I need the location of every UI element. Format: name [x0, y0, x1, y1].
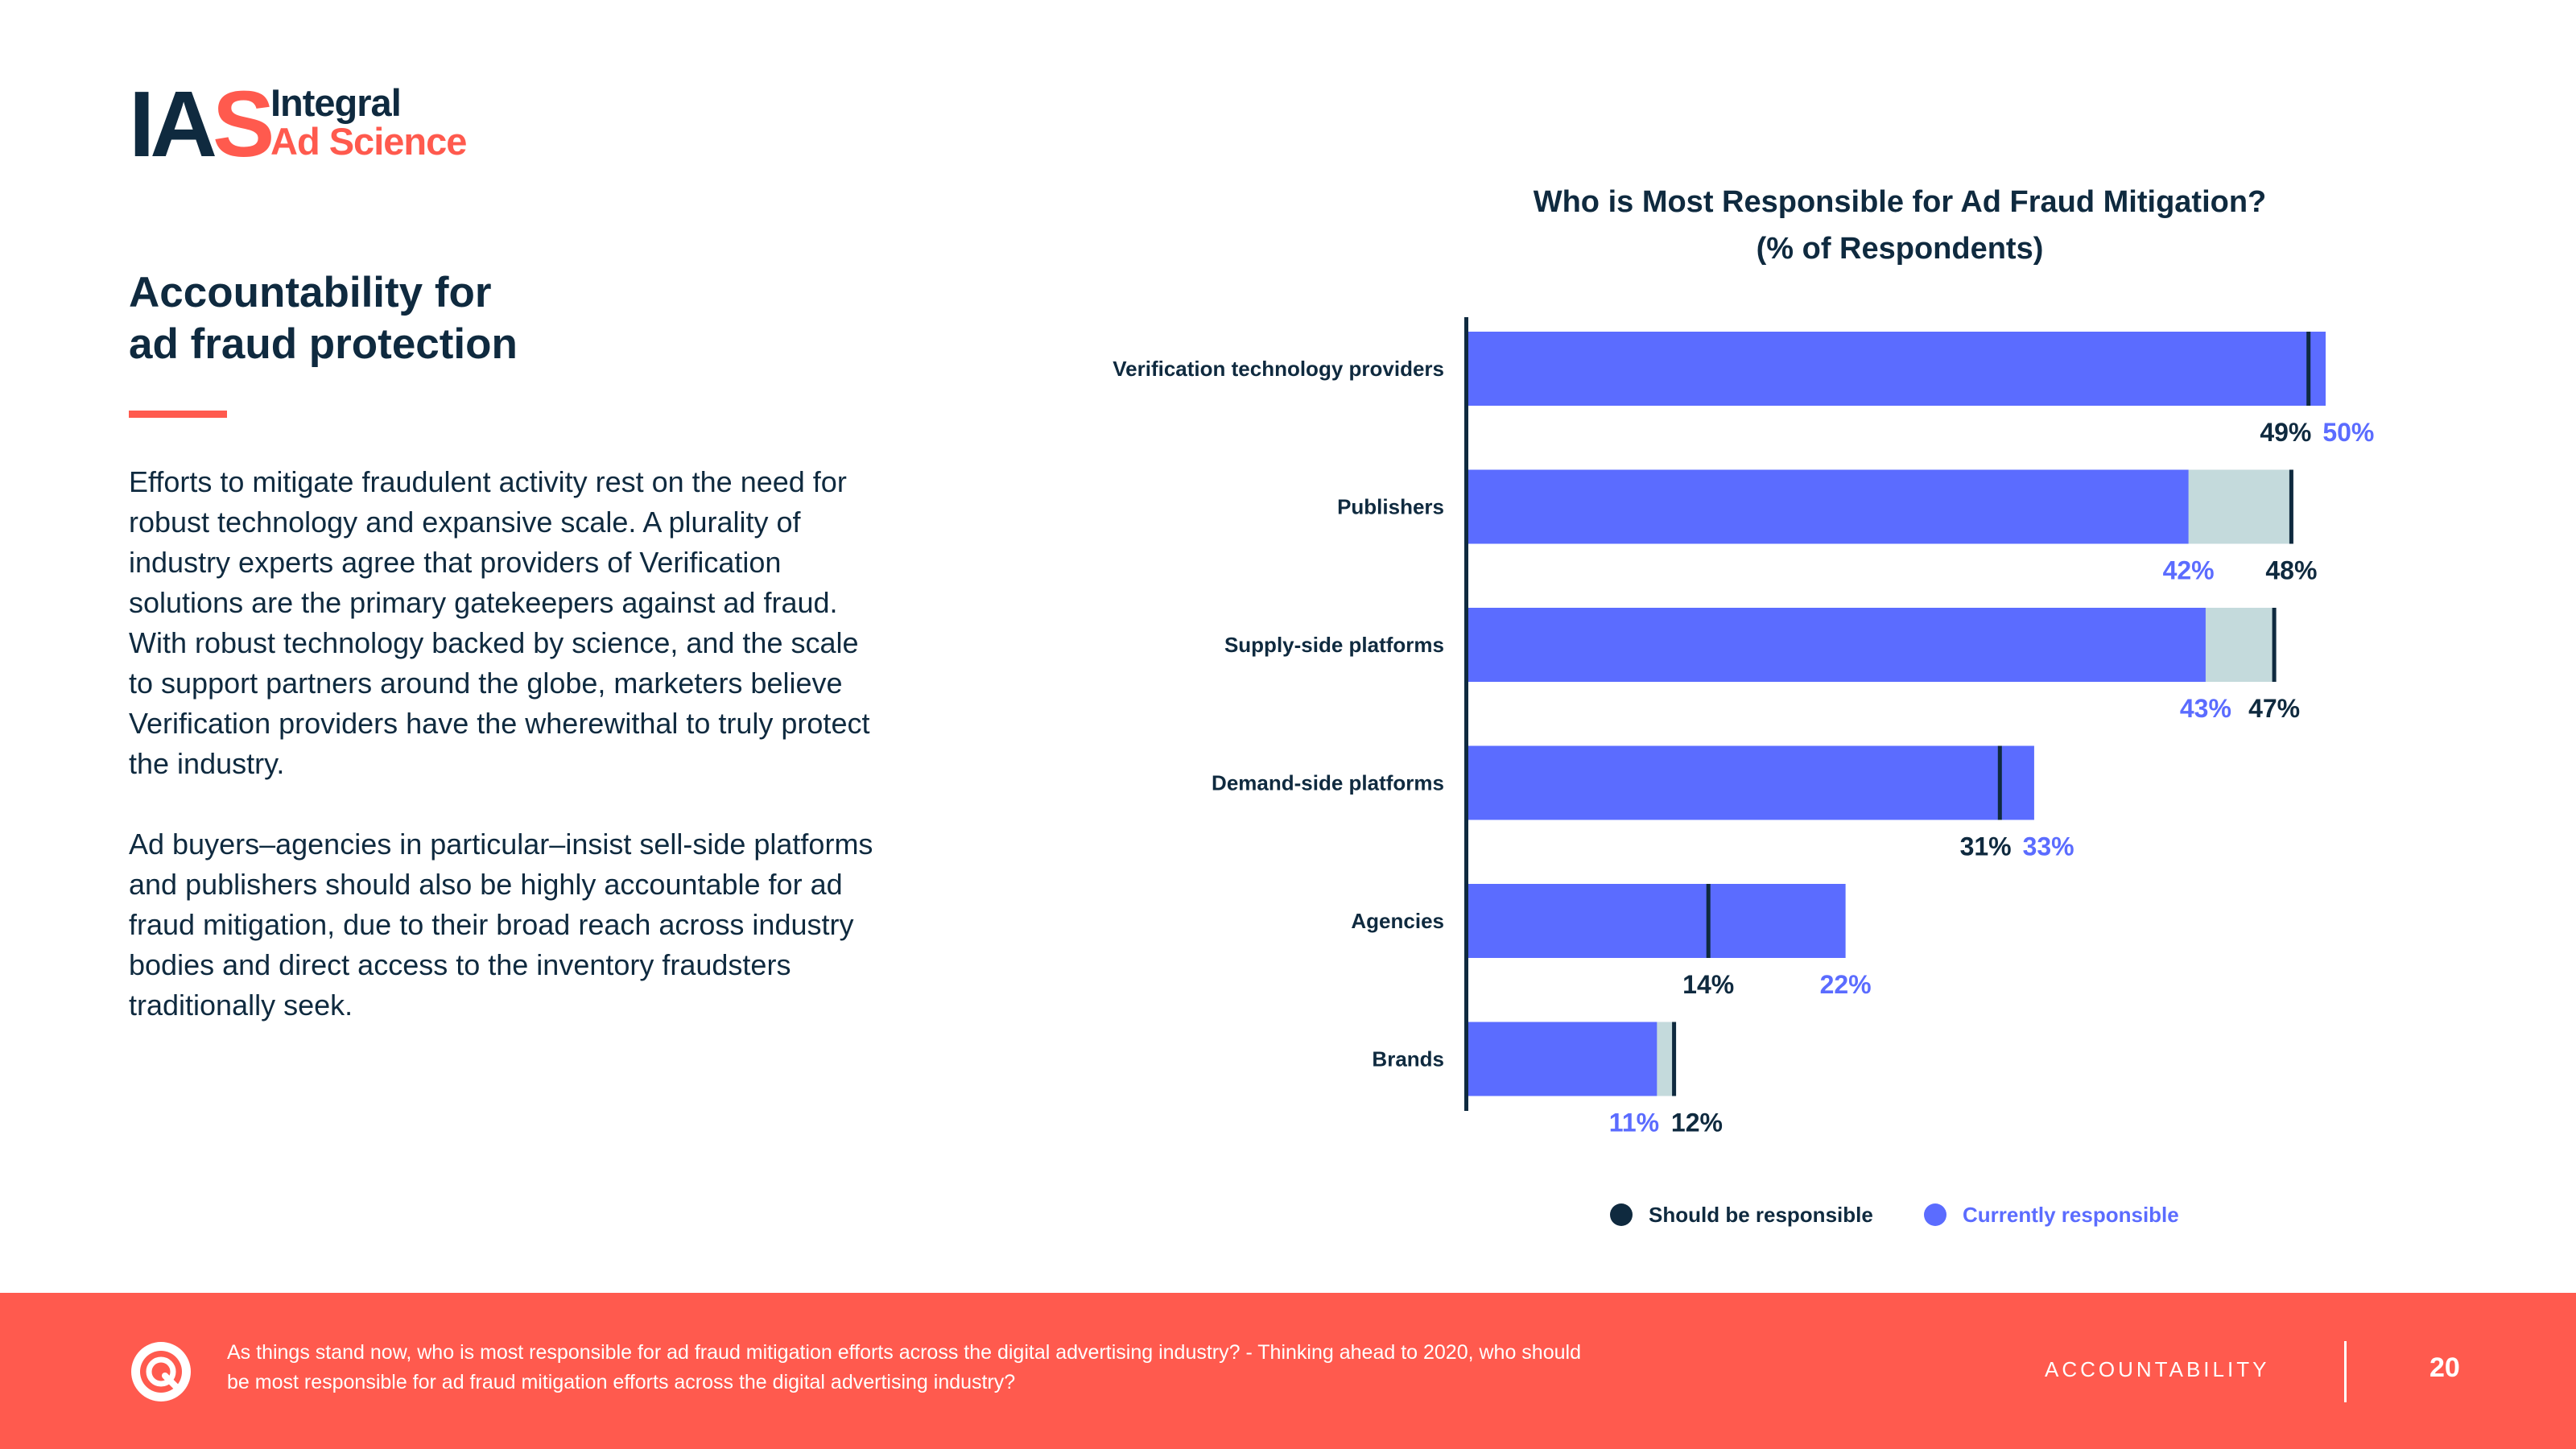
category-label-4: Agencies: [1351, 909, 1444, 933]
bar-currently-2: [1468, 608, 2206, 682]
bar-currently-4: [1468, 884, 1846, 958]
chart-title-main: Who is Most Responsible for Ad Fraud Mit…: [1533, 185, 2267, 219]
ias-logo: IAS Integral Ad Science: [129, 77, 483, 171]
value-label-should-2: 47%: [2248, 694, 2300, 723]
value-label-currently-2: 43%: [2180, 694, 2231, 723]
marker-should-0: [2306, 332, 2311, 406]
title-underline: [129, 411, 227, 418]
value-label-currently-4: 22%: [1820, 970, 1872, 999]
legend-item-currently: Currently responsible: [1924, 1201, 2179, 1228]
legend-item-should: Should be responsible: [1610, 1201, 1873, 1228]
category-label-5: Brands: [1372, 1047, 1444, 1071]
footer-divider: [2344, 1341, 2347, 1402]
legend-dot-blue-icon: [1924, 1203, 1946, 1227]
page-title: Accountability for ad fraud protection: [129, 267, 692, 370]
value-label-currently-0: 50%: [2322, 418, 2374, 447]
logo-mark-red: S: [213, 72, 275, 176]
logo-wordmark: Integral Ad Science: [270, 81, 467, 163]
page-title-line-1: Accountability for: [129, 269, 492, 316]
category-label-1: Publishers: [1337, 495, 1444, 519]
page-number: 20: [2429, 1352, 2460, 1383]
chart-title-subtitle: (% of Respondents): [1756, 232, 2044, 266]
value-label-should-3: 31%: [1960, 832, 2012, 861]
footer-bar: As things stand now, who is most respons…: [0, 1293, 2576, 1449]
marker-should-5: [1672, 1022, 1677, 1096]
logo-mark: IAS: [129, 77, 275, 171]
value-label-should-5: 12%: [1671, 1108, 1723, 1137]
body-paragraph-1: Efforts to mitigate fraudulent activity …: [129, 465, 870, 780]
footer-section-label: ACCOUNTABILITY: [2045, 1357, 2270, 1381]
bar-currently-0: [1468, 332, 2326, 406]
y-axis-line: [1464, 317, 1468, 1111]
marker-should-4: [1706, 884, 1711, 958]
bar-currently-1: [1468, 469, 2189, 544]
footer-survey-question: As things stand now, who is most respons…: [227, 1341, 1581, 1393]
category-label-2: Supply-side platforms: [1224, 633, 1444, 657]
logo-line-2: Ad Science: [270, 120, 467, 163]
legend-label-should: Should be responsible: [1649, 1203, 1873, 1227]
value-label-currently-1: 42%: [2163, 556, 2215, 585]
responsibility-bar-chart: Verification technology providers 49% 50% P…: [1113, 317, 2374, 1137]
question-icon: [131, 1342, 191, 1402]
value-label-should-1: 48%: [2265, 556, 2317, 585]
value-label-currently-3: 33%: [2023, 832, 2074, 861]
page-title-line-2: ad fraud protection: [129, 320, 518, 368]
value-label-should-4: 14%: [1682, 970, 1734, 999]
logo-line-1: Integral: [270, 81, 402, 124]
marker-should-3: [1997, 745, 2002, 820]
category-label-0: Verification technology providers: [1113, 357, 1444, 381]
bar-currently-3: [1468, 745, 2034, 820]
chart-title: Who is Most Responsible for Ad Fraud Mit…: [1433, 179, 2367, 272]
marker-should-2: [2272, 608, 2277, 682]
value-label-currently-5: 11%: [1609, 1108, 1659, 1137]
marker-should-1: [2289, 469, 2293, 544]
logo-mark-dark: IA: [129, 72, 217, 176]
body-copy: Efforts to mitigate fraudulent activity …: [129, 462, 886, 1066]
value-label-should-0: 49%: [2260, 418, 2311, 447]
legend-dot-navy-icon: [1610, 1203, 1633, 1227]
body-paragraph-2: Ad buyers–agencies in particular–insist …: [129, 828, 873, 1022]
category-label-3: Demand-side platforms: [1212, 771, 1444, 795]
bar-currently-5: [1468, 1022, 1657, 1096]
legend-label-currently: Currently responsible: [1963, 1203, 2179, 1227]
